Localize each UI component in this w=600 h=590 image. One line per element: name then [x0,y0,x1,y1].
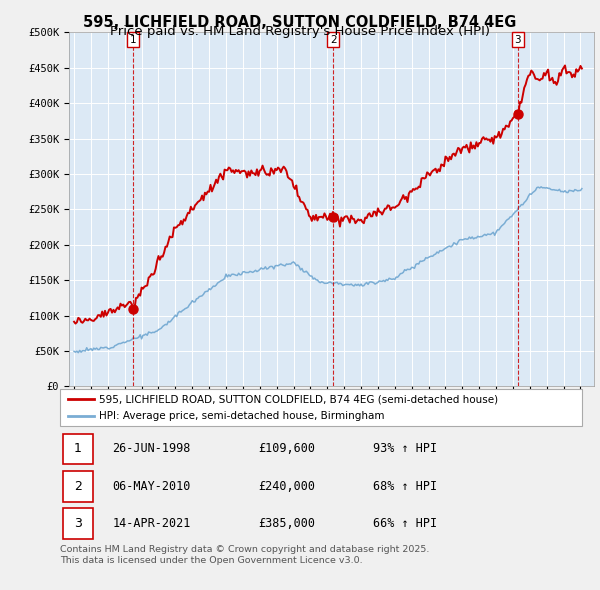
FancyBboxPatch shape [60,389,582,426]
FancyBboxPatch shape [62,434,93,464]
Text: HPI: Average price, semi-detached house, Birmingham: HPI: Average price, semi-detached house,… [99,411,385,421]
Text: £109,600: £109,600 [259,442,316,455]
Text: 2: 2 [74,480,82,493]
Text: 14-APR-2021: 14-APR-2021 [112,517,191,530]
Text: 3: 3 [514,35,521,44]
Text: Price paid vs. HM Land Registry's House Price Index (HPI): Price paid vs. HM Land Registry's House … [110,25,490,38]
Text: 26-JUN-1998: 26-JUN-1998 [112,442,191,455]
Text: 06-MAY-2010: 06-MAY-2010 [112,480,191,493]
Text: 1: 1 [74,442,82,455]
Text: 3: 3 [74,517,82,530]
Text: £385,000: £385,000 [259,517,316,530]
Text: 68% ↑ HPI: 68% ↑ HPI [373,480,437,493]
Text: 595, LICHFIELD ROAD, SUTTON COLDFIELD, B74 4EG (semi-detached house): 595, LICHFIELD ROAD, SUTTON COLDFIELD, B… [99,394,498,404]
FancyBboxPatch shape [62,471,93,502]
Text: 93% ↑ HPI: 93% ↑ HPI [373,442,437,455]
Text: 2: 2 [330,35,337,44]
Text: 595, LICHFIELD ROAD, SUTTON COLDFIELD, B74 4EG: 595, LICHFIELD ROAD, SUTTON COLDFIELD, B… [83,15,517,30]
FancyBboxPatch shape [62,508,93,539]
Text: 1: 1 [130,35,136,44]
Text: £240,000: £240,000 [259,480,316,493]
Text: Contains HM Land Registry data © Crown copyright and database right 2025.
This d: Contains HM Land Registry data © Crown c… [60,545,430,565]
Text: 66% ↑ HPI: 66% ↑ HPI [373,517,437,530]
